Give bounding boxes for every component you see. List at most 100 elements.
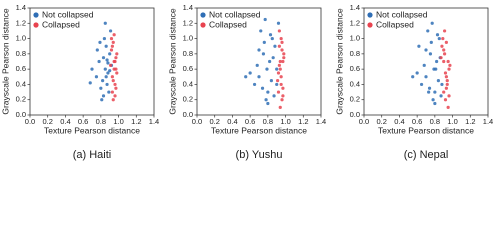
point <box>435 59 439 64</box>
point <box>441 36 445 41</box>
point <box>113 59 117 64</box>
point <box>106 71 110 75</box>
point <box>109 63 113 67</box>
point <box>270 36 274 41</box>
point <box>103 67 107 71</box>
x-tick-label: 1.4 <box>483 117 493 126</box>
y-tick-label: 0.6 <box>16 64 26 73</box>
point <box>429 40 433 44</box>
point <box>257 48 261 52</box>
point <box>268 59 272 64</box>
x-tick-label: 1.2 <box>298 117 308 126</box>
point <box>94 75 99 79</box>
point <box>446 59 450 64</box>
x-tick-label: 0.2 <box>209 117 219 126</box>
point <box>265 67 269 71</box>
point <box>272 94 276 98</box>
x-tick-label: 0.6 <box>412 117 422 126</box>
y-tick-label: 1.4 <box>183 3 193 12</box>
point <box>440 44 444 48</box>
point <box>102 36 106 41</box>
x-tick-label: 0.6 <box>78 117 88 126</box>
point <box>280 48 284 52</box>
point <box>426 29 430 33</box>
point <box>101 56 106 60</box>
x-tick-label: 1.4 <box>149 117 159 126</box>
point <box>105 82 109 87</box>
point <box>266 90 270 94</box>
y-tick-label: 0.4 <box>183 79 193 88</box>
point <box>108 69 112 73</box>
point <box>276 90 281 94</box>
x-tick-label: 0.0 <box>192 117 202 126</box>
point <box>443 98 448 102</box>
legend-label: Not collapsed <box>376 9 428 19</box>
point <box>271 56 275 60</box>
legend-marker <box>33 12 39 18</box>
chart-title: (c) Nepal <box>404 149 449 161</box>
point <box>98 40 102 44</box>
x-tick-label: 0.2 <box>42 117 52 126</box>
point <box>101 79 105 83</box>
point <box>115 71 119 75</box>
point <box>261 52 266 56</box>
y-tick-label: 0.8 <box>350 49 360 58</box>
point <box>445 82 449 87</box>
point <box>427 86 432 90</box>
x-tick-label: 1.0 <box>280 117 290 126</box>
point <box>427 90 431 94</box>
point <box>105 58 109 62</box>
point <box>109 29 113 33</box>
point <box>112 67 116 71</box>
point <box>279 82 283 87</box>
point <box>443 71 448 75</box>
y-tick-label: 0.8 <box>16 49 26 58</box>
point <box>97 59 101 64</box>
point <box>278 67 282 71</box>
x-tick-label: 0.4 <box>394 117 404 126</box>
x-tick-label: 0.6 <box>245 117 255 126</box>
point <box>273 44 277 48</box>
point <box>255 63 259 67</box>
point <box>442 90 446 94</box>
point <box>262 40 266 44</box>
point <box>446 105 450 109</box>
point <box>109 36 114 41</box>
point <box>280 98 284 102</box>
point <box>106 61 110 65</box>
point <box>437 36 441 41</box>
point <box>422 63 426 67</box>
y-tick-label: 0.4 <box>16 79 26 88</box>
point <box>436 79 440 83</box>
legend-marker <box>200 22 206 28</box>
point <box>277 63 281 67</box>
legend-marker <box>33 22 39 28</box>
point <box>279 36 283 41</box>
y-tick-label: 0.0 <box>16 110 26 119</box>
figure: 0.0 0.2 0.4 0.6 0.8 1.0 1.2 1.4 0.0 0.2 0.4 0.6 0.8 1… <box>0 3 493 161</box>
x-axis-label: Texture Pearson distance <box>378 125 474 135</box>
x-tick-label: 0.8 <box>263 117 273 126</box>
panel: 0.0 0.2 0.4 0.6 0.8 1.0 1.2 1.4 0.0 0.2 0.4 0.6 0.8 1… <box>334 3 493 161</box>
x-axis-label: Texture Pearson distance <box>44 125 140 135</box>
y-axis-label: Grayscale Pearson distance <box>167 8 177 115</box>
point <box>276 21 281 25</box>
point <box>280 40 284 44</box>
point <box>277 44 281 48</box>
point <box>113 82 117 87</box>
point <box>281 86 285 90</box>
point <box>114 56 118 60</box>
legend-label: Not collapsed <box>42 9 94 19</box>
point <box>114 86 118 90</box>
x-tick-label: 0.2 <box>376 117 386 126</box>
x-axis-label: Texture Pearson distance <box>211 125 307 135</box>
point <box>430 21 434 25</box>
x-tick-label: 1.2 <box>465 117 475 126</box>
point <box>281 94 285 98</box>
point <box>111 79 115 83</box>
legend-label: Collapsed <box>42 19 80 29</box>
x-tick-label: 0.4 <box>227 117 237 126</box>
point <box>107 90 111 94</box>
point <box>431 98 435 102</box>
point <box>275 82 279 87</box>
